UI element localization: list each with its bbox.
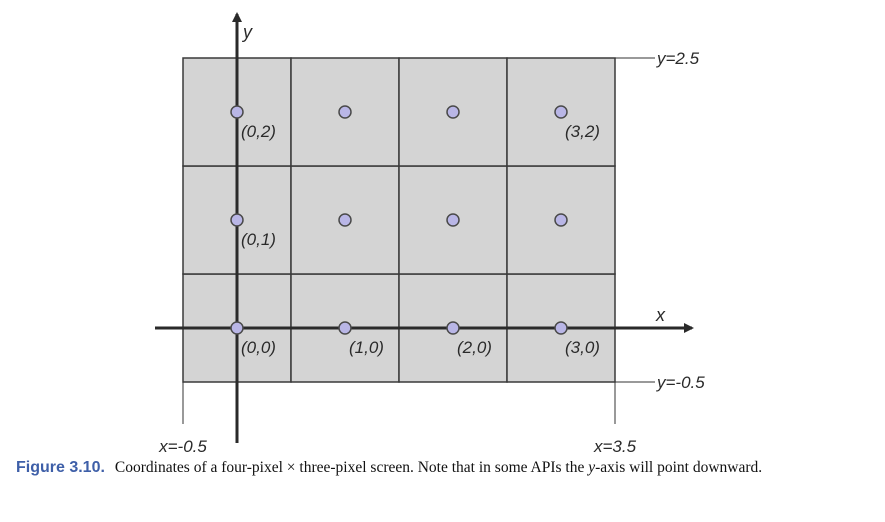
pixel-center-point	[338, 105, 352, 119]
pixel-center-point	[446, 213, 460, 227]
boundary-label: x=-0.5	[158, 437, 207, 455]
caption-text-italic: y	[588, 459, 596, 476]
boundary-label: y=-0.5	[656, 373, 705, 392]
pixel-center-point	[230, 213, 244, 227]
pixel-cell	[398, 165, 508, 275]
pixel-center-point	[338, 213, 352, 227]
point-label: (3,2)	[565, 122, 600, 141]
caption-label: Figure 3.10.	[16, 459, 105, 476]
point-label: (0,0)	[241, 338, 276, 357]
coordinate-diagram: y=2.5 y=-0.5 x=-0.5 x=3.5 x y (0,2) (3,2) (0,1) (…	[155, 12, 705, 455]
pixel-center-point	[446, 105, 460, 119]
point-label: (2,0)	[457, 338, 492, 357]
pixel-center-point	[230, 321, 244, 335]
boundary-label: x=3.5	[593, 437, 637, 455]
pixel-center-point	[446, 321, 460, 335]
y-axis-label: y	[241, 22, 253, 42]
point-label: (3,0)	[565, 338, 600, 357]
pixel-center-point	[230, 105, 244, 119]
caption-text-after: -axis will point downward.	[595, 459, 763, 476]
pixel-center-point	[554, 321, 568, 335]
figure-caption: Figure 3.10. Coordinates of a four-pixel …	[16, 457, 878, 479]
pixel-center-point	[338, 321, 352, 335]
point-label: (1,0)	[349, 338, 384, 357]
point-label: (0,1)	[241, 230, 276, 249]
boundary-label: y=2.5	[656, 49, 700, 68]
point-label: (0,2)	[241, 122, 276, 141]
x-axis-label: x	[655, 305, 666, 325]
caption-text-before: Coordinates of a four-pixel × three-pixe…	[114, 459, 589, 476]
pixel-center-point	[554, 105, 568, 119]
pixel-center-point	[554, 213, 568, 227]
